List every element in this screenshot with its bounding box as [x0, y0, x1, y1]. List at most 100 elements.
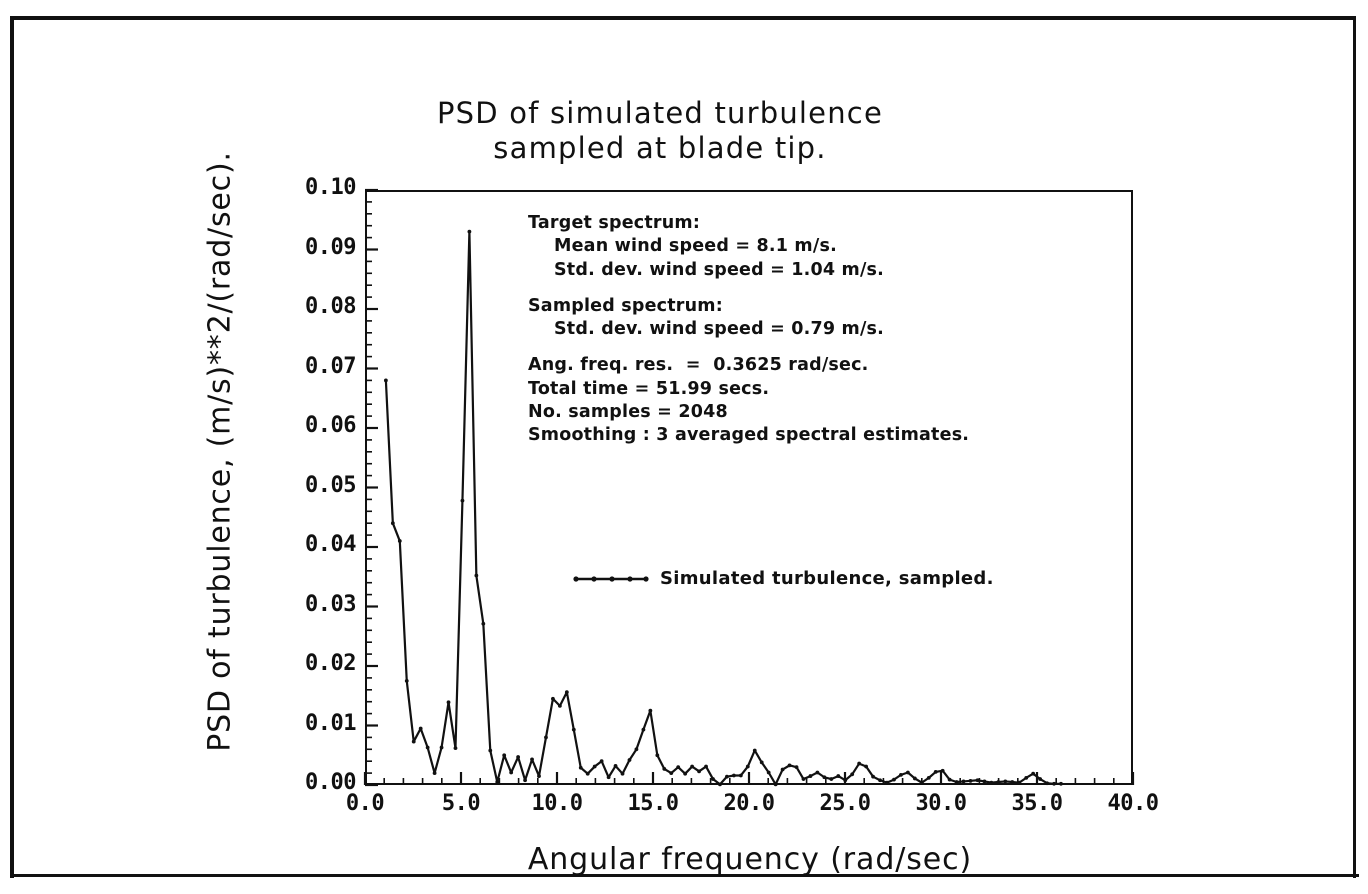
series-point [857, 761, 862, 766]
series-point [641, 727, 646, 732]
series-point [954, 780, 959, 784]
x-tick-label: 30.0 [915, 791, 967, 816]
series-point [766, 770, 771, 775]
smoothing: Smoothing : 3 averaged spectral estimate… [528, 425, 970, 446]
series-point [509, 770, 514, 775]
series-point [634, 747, 639, 752]
series-point [780, 767, 785, 772]
x-tick-label: 0.0 [345, 791, 385, 816]
legend: Simulated turbulence, sampled. [572, 568, 994, 589]
target-spectrum-block: Target spectrum: Mean wind speed = 8.1 m… [528, 212, 1048, 282]
series-point [718, 782, 722, 787]
y-tick-label: 0.09 [305, 234, 356, 260]
series-point [704, 764, 708, 769]
series-point [1024, 775, 1029, 780]
series-point [446, 700, 451, 705]
series-point [404, 678, 409, 683]
series-point [899, 772, 903, 777]
series-point [411, 739, 416, 744]
series-point [919, 780, 924, 785]
series-point [801, 777, 806, 781]
x-tick-label: 15.0 [627, 791, 679, 816]
series-point [926, 775, 931, 780]
series-point [885, 780, 889, 785]
target-std-dev-wind-speed: Std. dev. wind speed = 1.04 m/s. [554, 259, 885, 280]
y-tick-label: 0.10 [305, 175, 356, 200]
x-tick-label: 5.0 [441, 791, 481, 816]
x-tick-label: 20.0 [723, 791, 775, 816]
target-spectrum-heading: Target spectrum: [528, 213, 701, 233]
series-point [662, 767, 667, 771]
x-axis-label: Angular frequency (rad/sec) [527, 842, 973, 877]
series-point [544, 735, 548, 740]
series-point [439, 745, 444, 750]
series-point [564, 690, 569, 695]
series-point [627, 758, 632, 762]
legend-marker-icon [573, 575, 649, 582]
series-point [836, 774, 841, 778]
series-point [787, 763, 792, 768]
page-border-rule-bottom [10, 874, 1359, 877]
series-point [878, 778, 882, 783]
series-point [530, 757, 534, 762]
series-point [453, 746, 458, 751]
series-point [961, 779, 966, 784]
series-point [474, 573, 479, 578]
series-point [989, 780, 994, 785]
series-point [711, 777, 715, 781]
series-point [1003, 779, 1008, 784]
parameters-block: Ang. freq. res. = 0.3625 rad/sec. Total … [528, 354, 1048, 447]
series-point [648, 708, 653, 713]
series-point [871, 774, 875, 779]
series-point [864, 764, 869, 769]
series-point [822, 775, 827, 780]
series-point [815, 770, 820, 775]
series-point [982, 779, 987, 784]
x-tick-label: 10.0 [531, 791, 583, 816]
sampled-std-dev-wind-speed: Std. dev. wind speed = 0.79 m/s. [554, 319, 885, 340]
legend-entry-label: Simulated turbulence, sampled. [660, 568, 994, 589]
series-point [794, 765, 799, 770]
series-point [808, 774, 813, 778]
series-point [495, 780, 500, 784]
series-point [968, 778, 973, 783]
series-point [731, 773, 736, 778]
series-point [850, 772, 855, 777]
series-point [905, 770, 910, 775]
series-point [676, 765, 681, 770]
y-tick-label: 0.07 [305, 353, 356, 379]
page-border-rule [10, 16, 1356, 878]
y-tick-label: 0.03 [305, 591, 356, 617]
series-point [683, 771, 688, 776]
sampled-spectrum-block: Sampled spectrum: Std. dev. wind speed =… [528, 295, 1048, 342]
series-point [940, 768, 945, 773]
series-point [383, 378, 388, 383]
y-tick-label: 0.04 [305, 532, 356, 557]
series-point [1038, 777, 1043, 781]
y-tick-label: 0.08 [305, 294, 356, 319]
series-point [1031, 771, 1036, 776]
series-point [975, 778, 980, 783]
series-point [557, 703, 562, 708]
series-point [912, 776, 917, 781]
series-point [523, 778, 527, 783]
target-mean-wind-speed: Mean wind speed = 8.1 m/s. [554, 236, 837, 257]
x-tick-label: 40.0 [1107, 791, 1159, 816]
data-series-group [383, 229, 1063, 787]
series-point [1017, 780, 1022, 785]
series-point [516, 755, 521, 759]
series-point [725, 774, 729, 779]
series-point [892, 777, 896, 782]
series-point [933, 770, 938, 774]
y-axis-label: PSD of turbulence, (m/s)**2/(rad/sec). [202, 151, 238, 752]
series-point [690, 764, 695, 769]
series-point [606, 775, 611, 780]
x-tick-label: 35.0 [1011, 791, 1063, 816]
series-point [745, 764, 750, 769]
series-point [592, 764, 597, 769]
series-point [425, 745, 430, 750]
series-point [418, 726, 423, 731]
series-point [1052, 781, 1056, 786]
